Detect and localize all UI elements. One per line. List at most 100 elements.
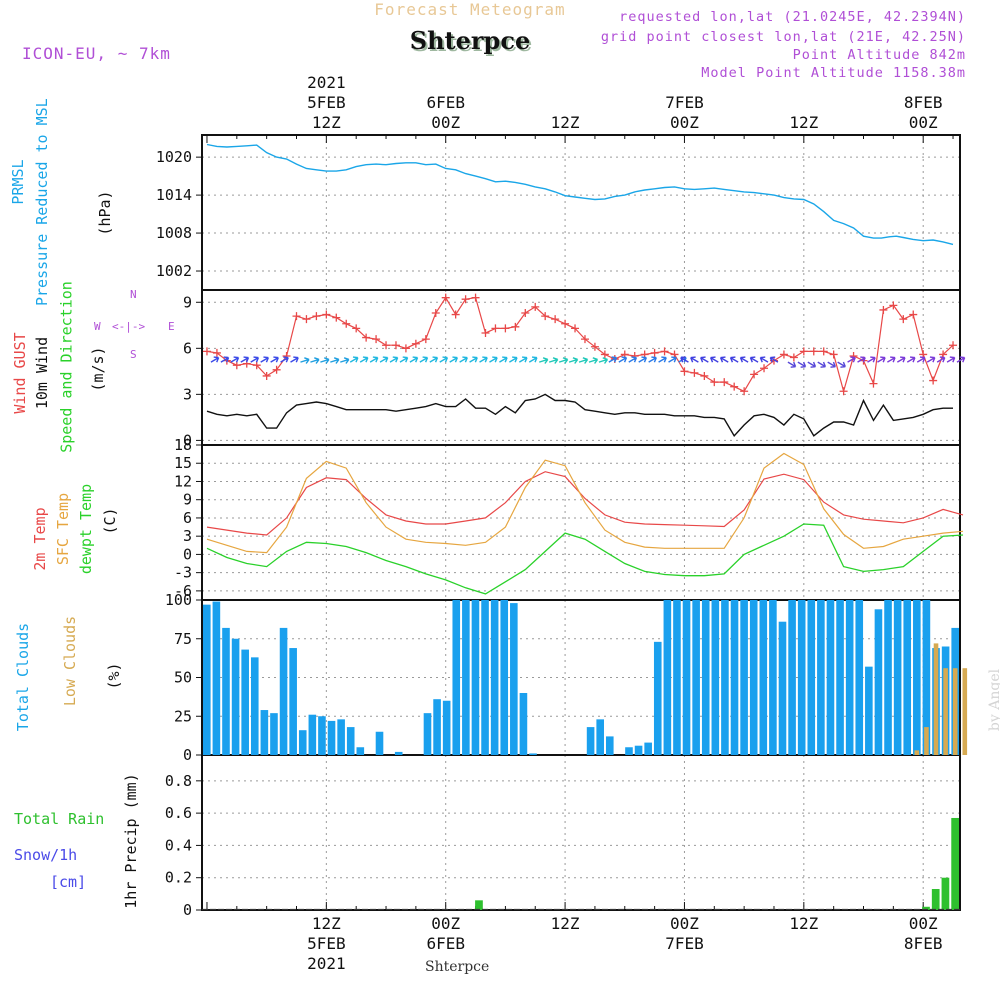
wind-direction-arrow xyxy=(310,357,320,364)
gust-point xyxy=(521,309,530,318)
total-cloud-bar xyxy=(327,720,336,755)
bottom-time-label: 7FEB xyxy=(665,934,704,953)
gust-point xyxy=(700,371,709,380)
total-cloud-bar xyxy=(730,600,739,755)
total-cloud-bar xyxy=(922,600,931,755)
total-cloud-bar xyxy=(203,604,211,755)
bottom-time-label: 00Z xyxy=(431,914,460,933)
top-time-label: 8FEB xyxy=(904,93,943,112)
total-cloud-bar xyxy=(865,666,873,755)
top-time-label: 2021 xyxy=(307,73,346,92)
wind-direction-arrow xyxy=(807,361,817,368)
wind-direction-arrow xyxy=(857,356,866,363)
total-cloud-bar xyxy=(740,600,748,755)
wind-direction-arrow xyxy=(479,356,488,363)
total-cloud-bar xyxy=(481,600,489,755)
wind-direction-arrow xyxy=(449,356,458,363)
compass-west: W xyxy=(94,320,101,333)
rain-bar xyxy=(941,877,950,910)
model-point-altitude: Model Point Altitude 1158.38m xyxy=(701,65,966,81)
total-cloud-bar xyxy=(903,600,912,755)
total-cloud-bar xyxy=(586,727,595,755)
wind-direction-arrow xyxy=(628,356,638,363)
total-cloud-bar xyxy=(893,600,902,755)
y-tick-label: 3 xyxy=(183,527,192,545)
gust-point xyxy=(600,350,609,359)
total-cloud-bar xyxy=(721,600,729,755)
gust-point xyxy=(819,347,828,356)
y-tick-label: 0 xyxy=(183,545,192,563)
gust-point xyxy=(571,324,580,333)
wind-direction-arrow xyxy=(926,356,936,363)
y-tick-label: -3 xyxy=(174,564,192,582)
sfc-temp-line xyxy=(206,452,964,554)
top-time-label: 12Z xyxy=(312,113,341,132)
total-cloud-bar xyxy=(222,627,230,755)
gust-point xyxy=(501,324,510,333)
bottom-time-label: 6FEB xyxy=(426,934,465,953)
wind-direction-arrow xyxy=(749,356,759,363)
gust-point xyxy=(302,315,311,324)
gust-point xyxy=(551,315,560,324)
gust-point xyxy=(899,315,908,324)
grid-point-coords: grid point closest lon,lat (21E, 42.25N) xyxy=(600,29,966,45)
wind-direction-arrow xyxy=(906,356,916,363)
y-tick-label: 0.2 xyxy=(165,869,192,887)
y-tick-label: 0 xyxy=(183,431,192,449)
total-cloud-bar xyxy=(500,600,509,755)
gust-point xyxy=(720,378,729,387)
total-cloud-bar xyxy=(318,716,326,755)
y-tick-label: -6 xyxy=(174,582,192,600)
gust-point xyxy=(352,324,361,333)
gust-point xyxy=(362,333,371,342)
y-tick-label: 100 xyxy=(165,591,192,609)
y-tick-label: 12 xyxy=(174,472,192,490)
gust-point xyxy=(879,305,888,314)
wind-direction-arrow xyxy=(867,356,876,363)
total-cloud-bar xyxy=(241,649,249,755)
top-time-label: 00Z xyxy=(670,113,699,132)
wind-direction-arrow xyxy=(330,357,340,364)
gust-point xyxy=(322,310,331,319)
y-tick-label: 9 xyxy=(183,293,192,311)
wind-direction-arrow xyxy=(658,356,667,363)
y-tick-label: 0 xyxy=(183,746,192,764)
top-time-label: 12Z xyxy=(789,113,818,132)
wind-direction-arrow xyxy=(578,357,589,364)
pressure-line xyxy=(206,143,954,246)
gust-point xyxy=(332,313,341,322)
wind-direction-arrow xyxy=(320,357,330,364)
total-cloud-bar xyxy=(423,713,432,755)
total-cloud-bar xyxy=(250,657,259,755)
gust-point xyxy=(829,350,838,359)
gust-point xyxy=(809,347,818,356)
y-tick-label: 1002 xyxy=(156,262,192,280)
wind-direction-arrow xyxy=(270,356,279,363)
total-cloud-bar xyxy=(797,600,806,755)
total-cloud-bar xyxy=(510,603,518,755)
total-cloud-bar xyxy=(442,700,451,755)
wind-direction-arrow xyxy=(709,356,719,363)
wind-direction-arrow xyxy=(469,356,478,363)
panel-frame xyxy=(201,444,961,601)
panel-frame xyxy=(201,134,961,291)
total-cloud-bar xyxy=(471,600,480,755)
wind-direction-arrow xyxy=(459,356,468,363)
wind-direction-arrow xyxy=(638,356,647,363)
wind-direction-arrow xyxy=(887,356,896,363)
wind-direction-arrow xyxy=(668,356,677,363)
total-cloud-bar xyxy=(682,600,691,755)
total-cloud-bar xyxy=(490,600,499,755)
total-cloud-bar xyxy=(289,648,297,755)
wind-direction-arrow xyxy=(588,357,599,364)
y-tick-label: 1008 xyxy=(156,224,192,242)
wind-direction-arrow xyxy=(729,356,739,363)
wind-direction-arrow xyxy=(797,361,807,368)
wind-direction-arrow xyxy=(847,356,856,363)
wind-direction-arrow xyxy=(240,356,250,363)
total-cloud-bar xyxy=(778,621,787,755)
wind-direction-arrow xyxy=(739,356,749,363)
gust-point xyxy=(252,361,261,370)
wind-direction-arrow xyxy=(509,356,518,363)
y-tick-label: 75 xyxy=(174,630,192,648)
